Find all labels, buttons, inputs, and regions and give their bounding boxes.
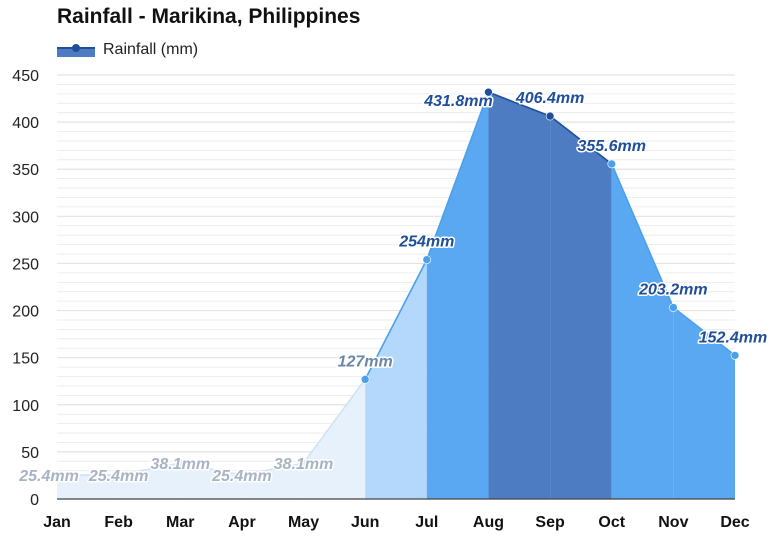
data-point — [299, 458, 308, 468]
x-tick-label: Jul — [415, 514, 438, 531]
legend-label: Rainfall (mm) — [103, 41, 199, 58]
series-line-segment — [672, 306, 736, 357]
y-tick-label: 400 — [12, 115, 39, 132]
y-tick-label: 150 — [12, 351, 39, 368]
data-point — [669, 303, 678, 312]
line-layer — [57, 91, 736, 476]
data-label: 25.4mm — [88, 468, 149, 485]
series-line-segment — [549, 115, 613, 165]
y-tick-label: 350 — [12, 162, 39, 179]
data-label: 38.1mm — [274, 456, 334, 473]
y-tick-label: 100 — [12, 398, 39, 415]
data-label: 406.4mm — [515, 90, 585, 107]
legend-swatch-icon — [57, 43, 95, 57]
series-line-segment — [364, 259, 428, 380]
area-segment — [180, 463, 242, 499]
data-point — [545, 111, 555, 121]
series-line-segment — [241, 462, 304, 476]
series-line-segment — [488, 91, 551, 117]
x-tick-label: Sep — [535, 514, 565, 531]
data-label: 254mm — [398, 234, 454, 251]
data-label: 203.2mm — [638, 282, 708, 299]
x-tick-label: Apr — [228, 514, 256, 531]
area-segment — [303, 379, 366, 499]
point-layer — [52, 87, 740, 480]
x-tick-label: Jun — [351, 514, 379, 531]
area-segment — [118, 463, 181, 499]
data-point — [237, 470, 247, 480]
area-layer — [57, 92, 735, 500]
data-label: 431.8mm — [423, 93, 493, 110]
x-tick-label: Aug — [473, 514, 504, 531]
label-layer: 25.4mm 25.4mm38.1mm25.4mm38.1mm127mm254mm… — [17, 89, 769, 487]
x-tick-label: Feb — [104, 514, 133, 531]
y-tick-label: 250 — [12, 256, 39, 273]
data-point — [730, 351, 740, 360]
x-tick-label: Jan — [43, 514, 71, 531]
data-label: 38.1mm — [150, 456, 210, 473]
axis-layer: 0 50 100 150 200 250 300 350 400 450 Jan Feb Mar Apr M… — [12, 68, 749, 531]
y-tick-label: 50 — [21, 445, 39, 462]
data-point — [422, 255, 432, 264]
data-label: 355.6mm — [577, 138, 646, 155]
area-segment — [488, 92, 551, 500]
data-point — [52, 470, 62, 480]
data-point — [360, 375, 370, 384]
y-tick-label: 450 — [12, 68, 39, 85]
series-line-segment — [118, 462, 181, 476]
chart-legend[interactable]: Rainfall (mm) — [57, 40, 198, 60]
y-tick-label: 0 — [30, 492, 39, 509]
series-line-segment — [610, 163, 675, 308]
data-point — [114, 470, 123, 480]
chart-title: Rainfall - Marikina, Philippines — [57, 5, 361, 28]
x-tick-label: Nov — [658, 514, 688, 531]
data-label: 152.4mm — [699, 329, 768, 346]
x-tick-label: Mar — [166, 514, 194, 531]
area-segment — [550, 116, 612, 500]
area-segment — [241, 463, 304, 499]
x-tick-label: May — [288, 514, 319, 531]
area-segment — [673, 307, 735, 499]
area-segment — [365, 259, 427, 499]
area-segment — [426, 92, 489, 500]
y-tick-label: 200 — [12, 304, 39, 321]
series-line-segment — [426, 91, 490, 260]
data-label: 25.4mm — [18, 468, 79, 485]
area-segment — [611, 163, 674, 499]
data-point — [607, 159, 617, 169]
series-line-segment — [180, 462, 243, 476]
area-segment — [57, 475, 119, 499]
y-tick-label: 300 — [12, 209, 39, 226]
data-label: 25.4mm — [211, 468, 272, 485]
data-label: 127mm — [338, 353, 393, 370]
x-tick-label: Dec — [720, 514, 749, 531]
data-point — [484, 87, 493, 97]
data-point — [175, 458, 185, 468]
x-tick-label: Oct — [598, 514, 625, 531]
series-line-segment — [302, 378, 366, 464]
